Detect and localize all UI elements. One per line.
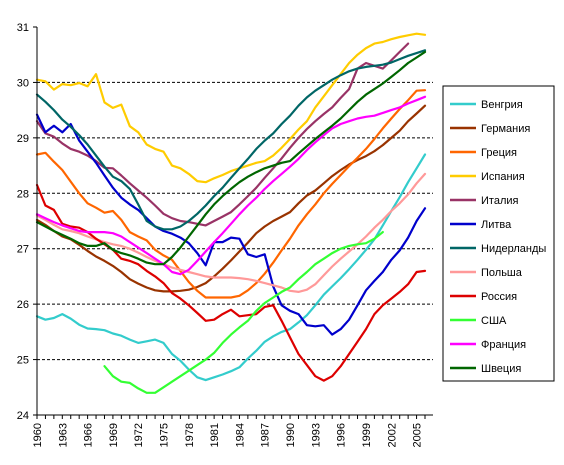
legend-label: Швеция	[481, 363, 521, 375]
x-tick-labels: 1960 1963 1966 1969 1972 1975 1978 1981 1984 1987…	[32, 423, 424, 447]
y-tick-label: 31	[17, 22, 29, 34]
x-tick-label: 2002	[386, 423, 398, 447]
series-line	[35, 113, 427, 336]
gridlines	[37, 81, 433, 361]
y-tick-labels: 24 25 26 27 28 29 30 31	[17, 22, 29, 422]
series-line	[35, 32, 427, 184]
legend-box	[442, 85, 555, 382]
legend-label: Германия	[481, 123, 530, 135]
x-tick-label: 1993	[310, 423, 322, 447]
legend-label: Франция	[481, 339, 526, 351]
x-tick-label: 2005	[412, 423, 424, 447]
x-tick-label: 1978	[184, 423, 196, 447]
x-tick-label: 1981	[209, 423, 221, 447]
series-line	[35, 50, 427, 266]
x-tick-label: 1969	[108, 423, 120, 447]
series-line	[35, 42, 410, 227]
x-tick-label: 1999	[361, 423, 373, 447]
y-tick-label: 27	[17, 244, 29, 256]
series-line	[35, 183, 427, 382]
y-tick-label: 30	[17, 77, 29, 89]
x-tick-label: 1987	[260, 423, 272, 447]
legend-label: Италия	[481, 195, 519, 207]
legend-label: Литва	[481, 219, 512, 231]
x-tick-label: 1990	[285, 423, 297, 447]
series-line	[103, 231, 384, 394]
x-tick-label: 1975	[159, 423, 171, 447]
y-tick-label: 25	[17, 355, 29, 367]
legend-label: Нидерланды	[481, 243, 546, 255]
y-tick-label: 29	[17, 133, 29, 145]
y-tick-label: 26	[17, 299, 29, 311]
legend-label: Россия	[481, 291, 517, 303]
x-tick-label: 1963	[57, 423, 69, 447]
legend-label: Польша	[481, 267, 523, 279]
series-lines	[35, 32, 427, 394]
series-line	[35, 104, 427, 293]
y-tick-label: 24	[17, 410, 29, 422]
x-tick-label: 1996	[336, 423, 348, 447]
series-line	[35, 95, 427, 276]
legend: Венгрия Германия Греция Испания Италия Литва Н…	[442, 85, 555, 382]
legend-label: Венгрия	[481, 99, 523, 111]
series-line	[35, 89, 427, 299]
y-tick-label: 28	[17, 188, 29, 200]
x-tick-label: 1960	[32, 423, 44, 447]
plot-area	[37, 27, 433, 415]
series-line	[35, 153, 427, 382]
legend-label: Греция	[481, 147, 517, 159]
x-tick-label: 1972	[133, 423, 145, 447]
x-tick-label: 1966	[83, 423, 95, 447]
x-tick-label: 1984	[234, 423, 246, 447]
series-line	[35, 49, 427, 231]
axes	[33, 26, 433, 419]
legend-label: Испания	[481, 171, 525, 183]
legend-label: США	[481, 315, 507, 327]
